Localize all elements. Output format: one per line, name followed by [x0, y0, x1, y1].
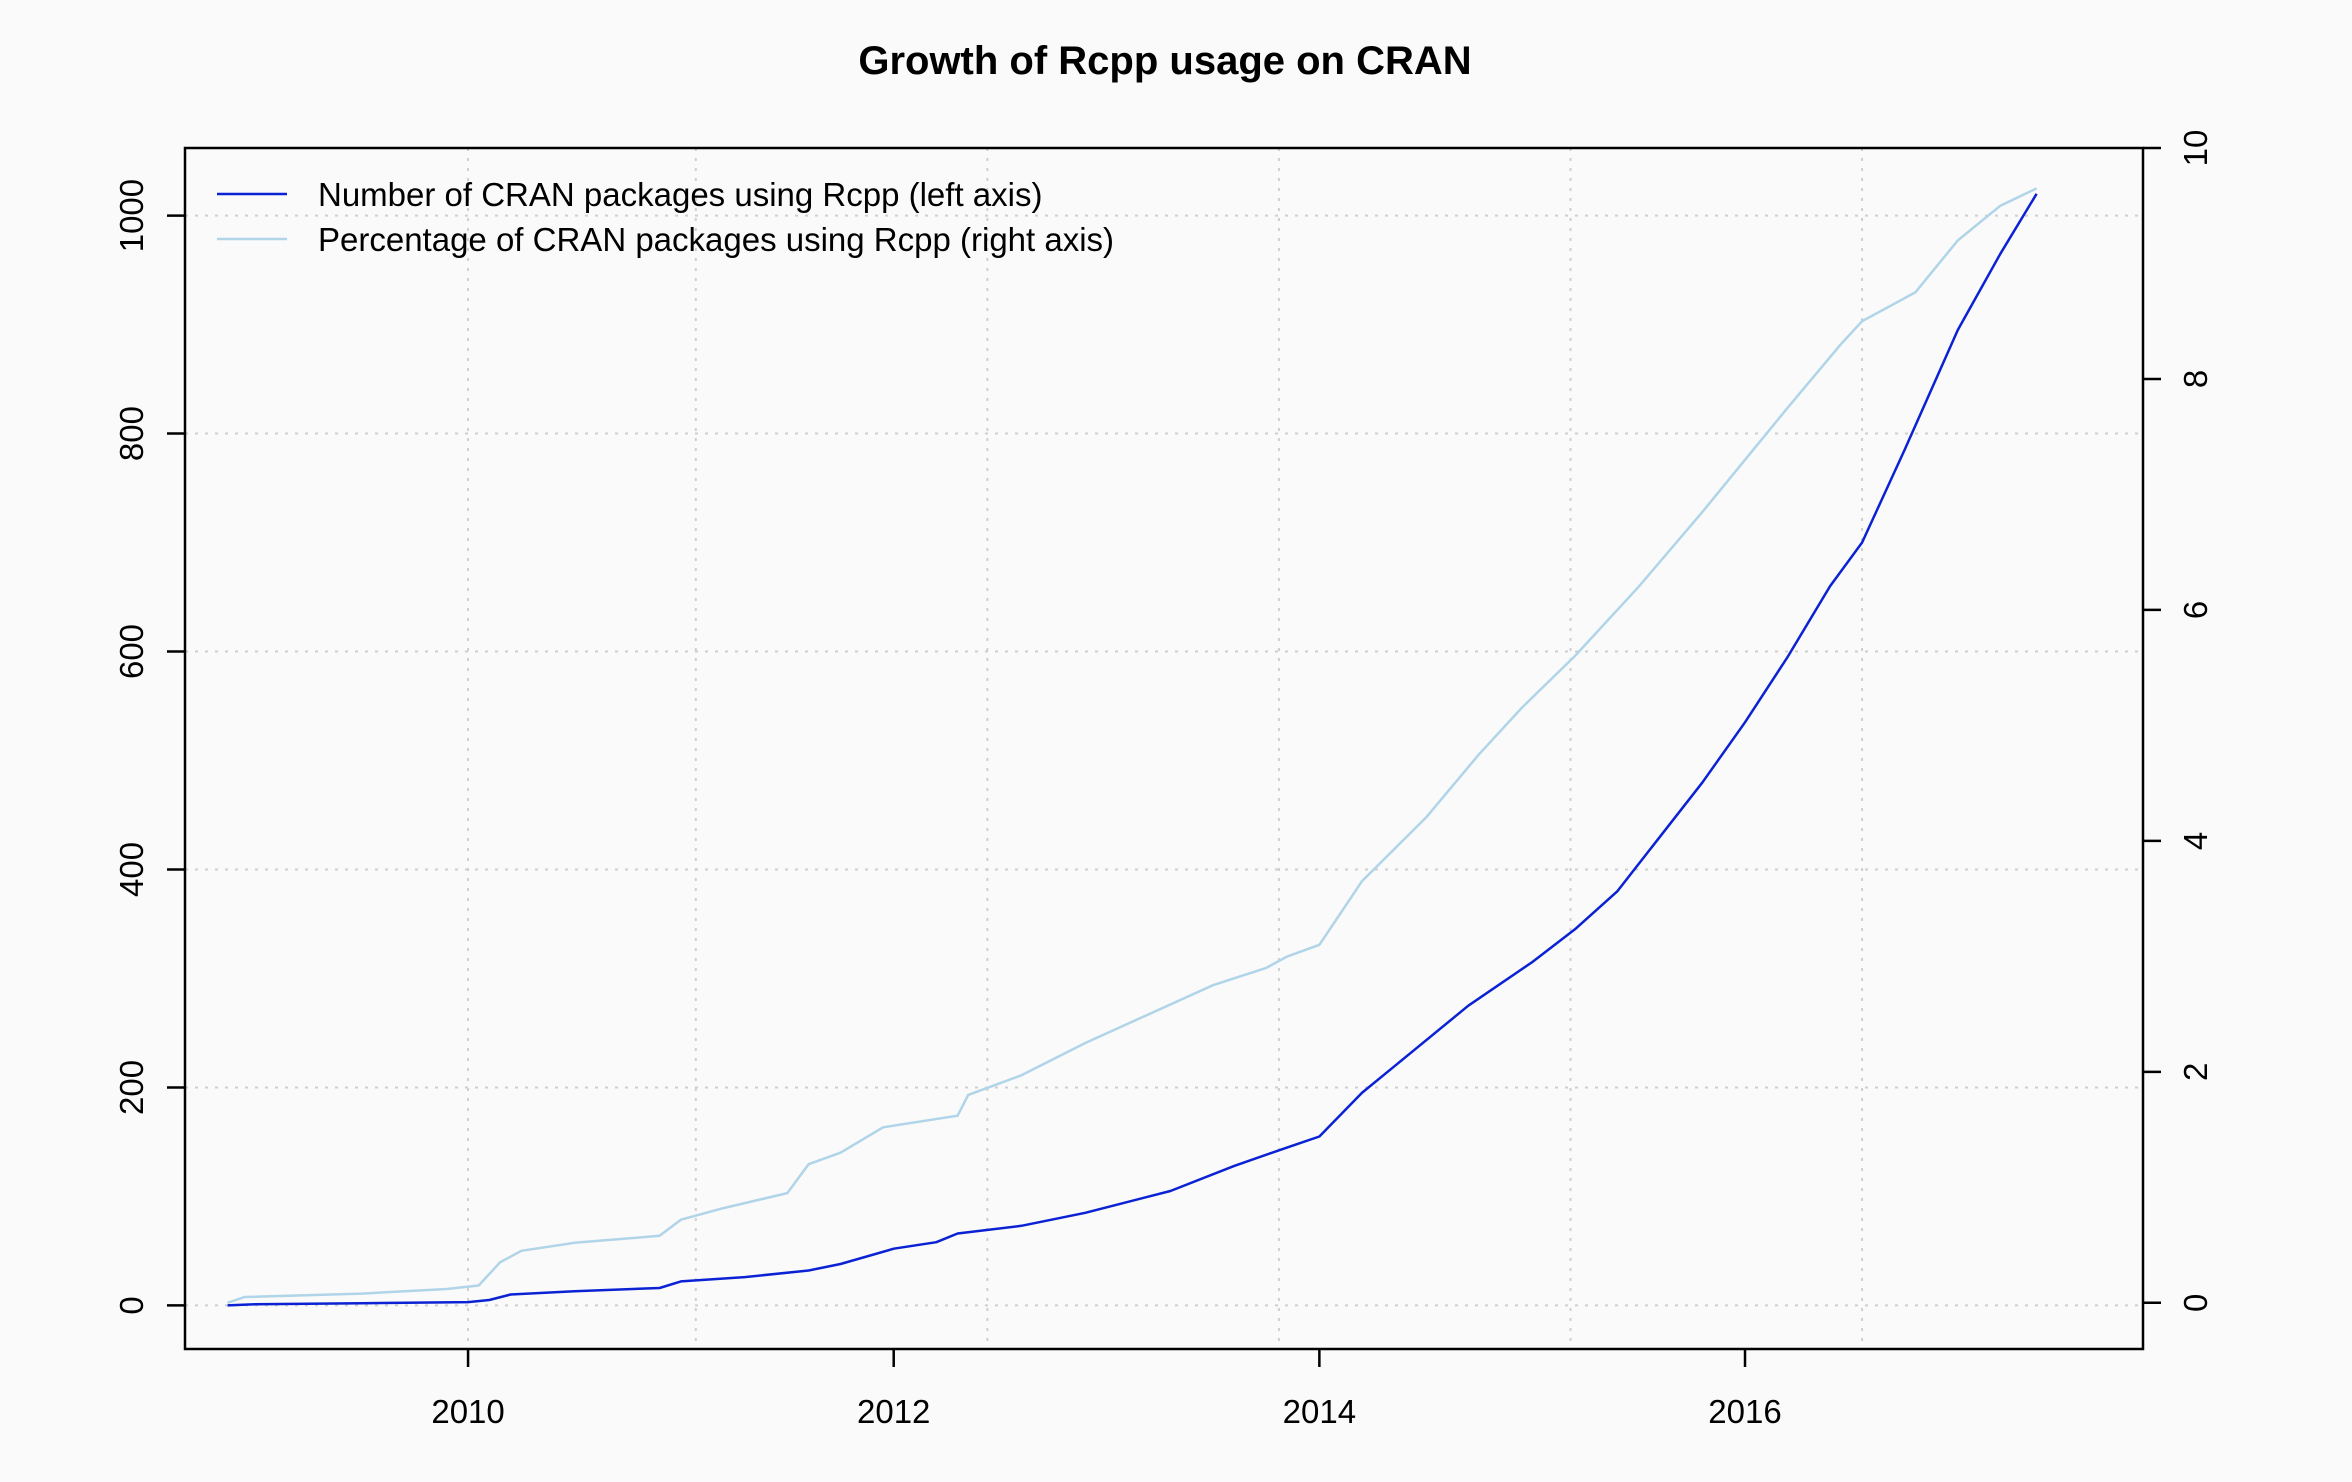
y-axis-right: 0 2 4 6 8 10 — [2143, 130, 2214, 1312]
grid — [185, 148, 2143, 1349]
legend: Number of CRAN packages using Rcpp (left… — [217, 176, 1114, 258]
y2-tick-label: 8 — [2177, 370, 2214, 388]
y2-tick-label: 6 — [2177, 601, 2214, 619]
y-tick-label: 600 — [113, 624, 150, 679]
y-tick-label: 0 — [113, 1296, 150, 1314]
x-tick-label: 2016 — [1708, 1393, 1781, 1430]
series-line-count — [227, 193, 2038, 1307]
y2-tick-label: 10 — [2177, 130, 2214, 167]
y-tick-label: 400 — [113, 842, 150, 897]
y2-tick-label: 2 — [2177, 1063, 2214, 1081]
x-tick-label: 2010 — [431, 1393, 504, 1430]
x-tick-label: 2014 — [1283, 1393, 1356, 1430]
legend-label-count: Number of CRAN packages using Rcpp (left… — [318, 176, 1042, 213]
series-line-percentage — [227, 187, 2038, 1304]
legend-label-percentage: Percentage of CRAN packages using Rcpp (… — [318, 221, 1114, 258]
y2-tick-label: 4 — [2177, 832, 2214, 850]
y-tick-label: 1000 — [113, 179, 150, 252]
chart-title: Growth of Rcpp usage on CRAN — [858, 39, 1471, 83]
x-tick-label: 2012 — [857, 1393, 930, 1430]
y-axis-left: 0 200 400 600 800 1000 — [113, 179, 185, 1315]
x-axis: 2010 2012 2014 2016 — [431, 1349, 1782, 1430]
y-tick-label: 200 — [113, 1060, 150, 1115]
y2-tick-label: 0 — [2177, 1294, 2214, 1312]
series-group — [227, 187, 2038, 1307]
plot-frame — [183, 146, 2145, 1351]
y-tick-label: 800 — [113, 406, 150, 461]
